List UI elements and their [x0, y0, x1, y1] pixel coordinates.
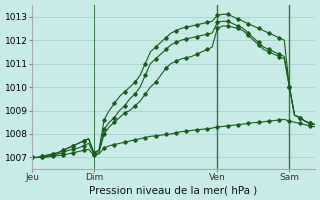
X-axis label: Pression niveau de la mer( hPa ): Pression niveau de la mer( hPa ) [90, 185, 258, 195]
